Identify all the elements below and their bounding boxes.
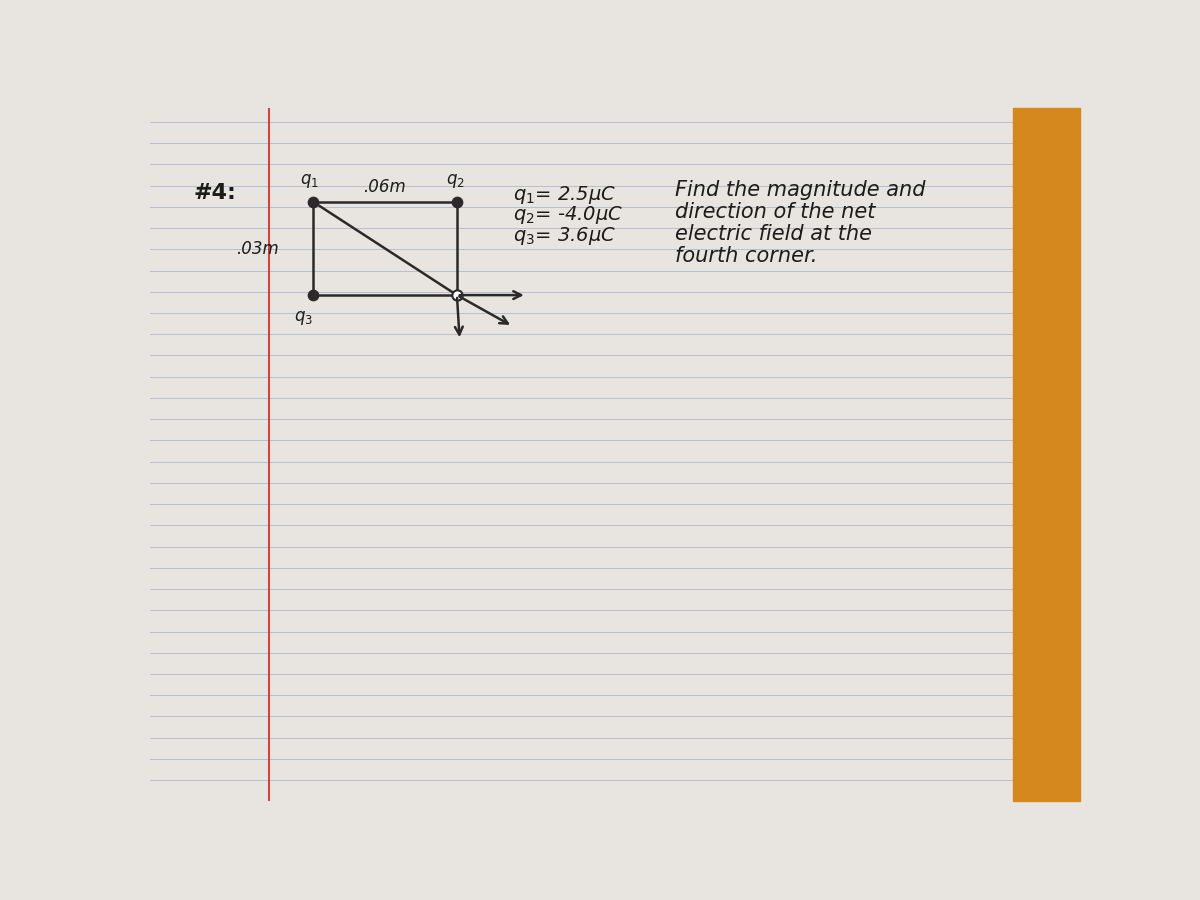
Text: electric field at the: electric field at the — [676, 224, 872, 244]
Point — [304, 288, 323, 302]
Text: $q_1$: $q_1$ — [300, 172, 319, 190]
Point — [448, 288, 467, 302]
Text: #4:: #4: — [193, 184, 236, 203]
Text: .06m: .06m — [362, 178, 406, 196]
Text: Find the magnitude and: Find the magnitude and — [676, 180, 926, 200]
Text: $q_2$= -4.0μC: $q_2$= -4.0μC — [512, 204, 623, 227]
Text: .03m: .03m — [235, 239, 278, 257]
Bar — [1013, 108, 1080, 801]
Text: $q_2$: $q_2$ — [445, 172, 464, 190]
Text: direction of the net: direction of the net — [676, 202, 876, 222]
Point — [448, 194, 467, 209]
Text: $q_1$= 2.5μC: $q_1$= 2.5μC — [512, 184, 616, 205]
Text: $q_3$= 3.6μC: $q_3$= 3.6μC — [512, 225, 616, 248]
Text: $q_3$: $q_3$ — [294, 309, 313, 327]
Point — [304, 194, 323, 209]
Text: fourth corner.: fourth corner. — [676, 247, 818, 266]
